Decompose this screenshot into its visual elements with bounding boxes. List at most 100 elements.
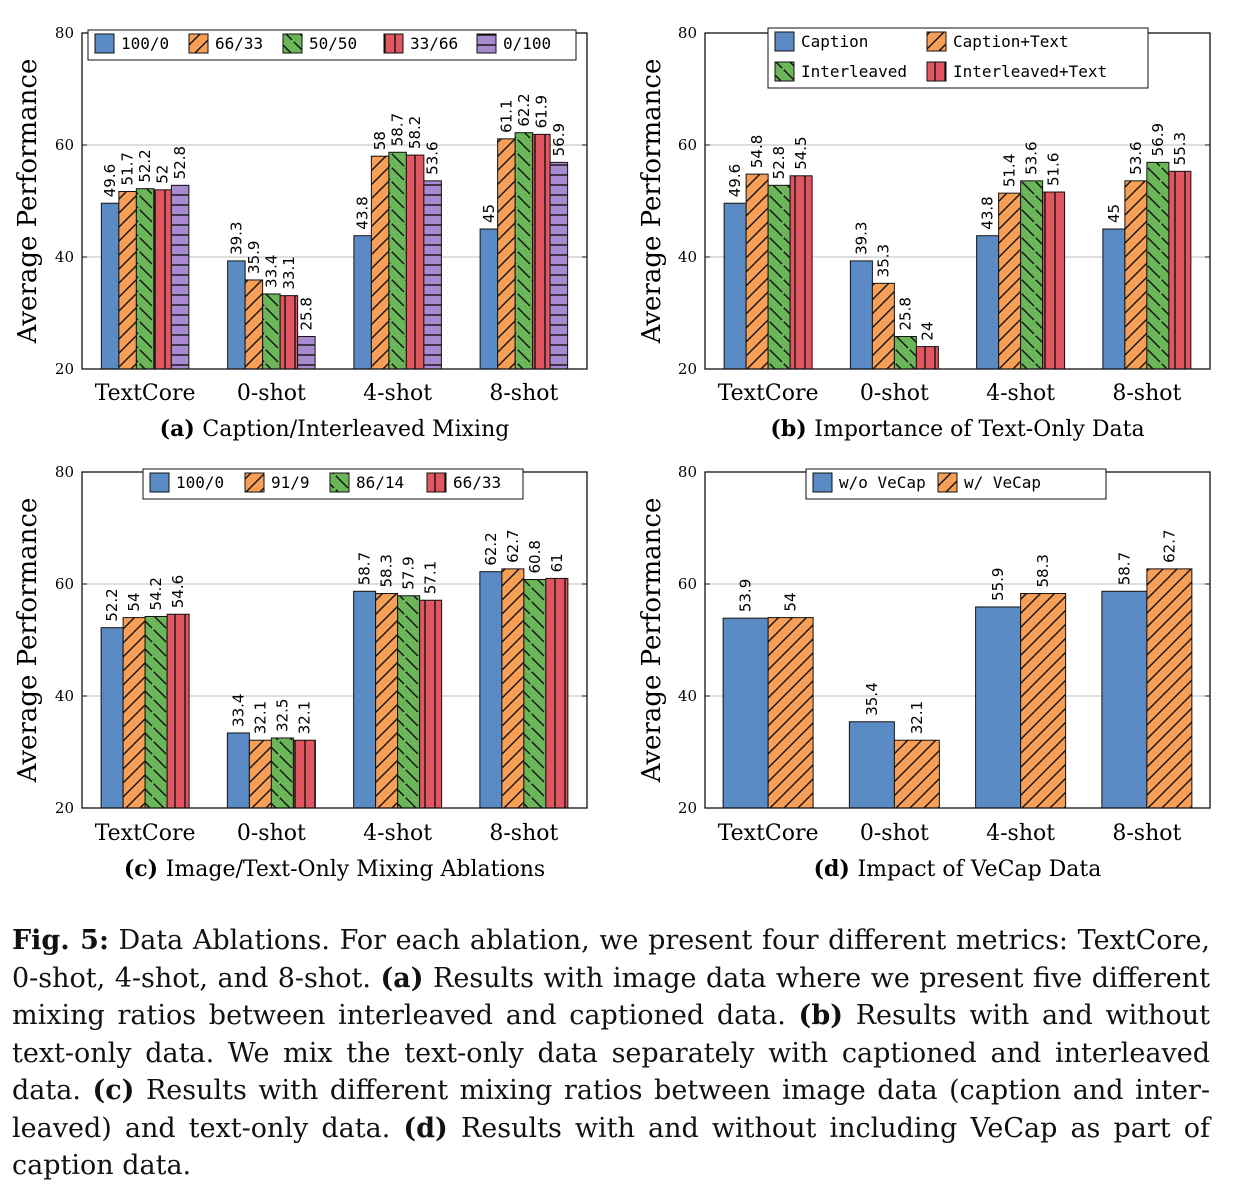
- data-label: 25.8: [896, 297, 914, 330]
- bar-86-14-0-shot: [270, 737, 294, 809]
- bar-0-100-textcore: [170, 184, 190, 370]
- bar-100-0-0-shot: [227, 260, 246, 370]
- legend-label: 91/9: [271, 473, 310, 492]
- bar-caption-textcore: [723, 202, 747, 370]
- data-label: 24: [918, 322, 936, 341]
- bar-100-0-8-shot: [479, 571, 503, 809]
- bar-66-33-8-shot: [497, 138, 516, 370]
- data-label: 53.6: [1127, 141, 1145, 174]
- x-tick-label: 0-shot: [860, 381, 929, 406]
- bar-50-50-textcore: [135, 188, 155, 370]
- bar-66-33-textcore: [118, 190, 137, 370]
- y-axis-label: Average Performance: [637, 498, 667, 784]
- data-label: 52.2: [136, 149, 154, 182]
- caption-c-label: (c): [92, 1075, 135, 1106]
- bar-100-0-textcore: [100, 202, 120, 370]
- bar-0-100-0-shot: [297, 336, 316, 370]
- x-tick-label: TextCore: [95, 821, 196, 846]
- caption-d-label: (d): [403, 1112, 448, 1144]
- data-label: 52.2: [103, 588, 121, 621]
- y-tick-label: 80: [55, 24, 74, 42]
- bar-91-9-0-shot: [248, 739, 272, 809]
- data-label: 54.6: [169, 575, 187, 608]
- data-label: 58.3: [378, 554, 396, 587]
- legend-label: 33/66: [410, 34, 458, 53]
- bar-100-0-8-shot: [479, 228, 499, 370]
- bar-50-50-4-shot: [388, 151, 407, 370]
- bar-w-vecap-textcore: [767, 617, 814, 809]
- legend-label: 66/33: [215, 34, 263, 53]
- data-label: 52.8: [171, 146, 189, 179]
- data-label: 33.4: [262, 255, 280, 288]
- data-label: 51.7: [119, 152, 137, 185]
- data-label: 54.2: [147, 577, 165, 610]
- bar-caption-4-shot: [976, 235, 1000, 370]
- bar-caption-text-textcore: [745, 173, 769, 370]
- legend: 100/0 91/9 86/14 66/33: [142, 468, 524, 500]
- data-label: 52.8: [770, 146, 788, 179]
- x-tick-label: 4-shot: [363, 381, 432, 406]
- y-axis-label: Average Performance: [637, 59, 667, 345]
- data-label: 32.1: [251, 701, 269, 734]
- bar-50-50-8-shot: [514, 132, 534, 370]
- y-tick-label: 40: [678, 248, 697, 266]
- data-label: 58: [371, 131, 389, 150]
- y-tick-label: 60: [678, 575, 697, 593]
- legend-swatch: [774, 61, 795, 82]
- data-label: 56.9: [1149, 123, 1167, 156]
- data-label: 45: [480, 204, 498, 223]
- x-tick-label: 8-shot: [1112, 821, 1181, 846]
- bar-w-o-vecap-textcore: [722, 617, 769, 809]
- data-label: 54.8: [748, 135, 766, 168]
- x-tick-label: 4-shot: [986, 381, 1055, 406]
- legend-label: Interleaved+Text: [953, 62, 1107, 81]
- chart-panel-1: 20 40 60 80 49.654.8 52.8 54.5 TextCore 39.335.3…: [637, 24, 1211, 442]
- caption-text-intro: Data Ablations. For each ablation, we pr…: [12, 925, 1211, 994]
- data-label: 51.4: [1001, 154, 1019, 187]
- bar-w-o-vecap-4-shot: [975, 606, 1022, 809]
- legend-swatch: [476, 33, 497, 54]
- bar-91-9-4-shot: [375, 593, 399, 809]
- bar-100-0-4-shot: [353, 235, 372, 370]
- bar-w-vecap-4-shot: [1020, 593, 1067, 809]
- bar-33-66-textcore: [153, 189, 172, 370]
- y-tick-label: 40: [55, 687, 74, 705]
- data-label: 58.7: [356, 552, 374, 585]
- legend-swatch: [244, 472, 265, 493]
- bar-66-33-textcore: [166, 613, 190, 809]
- data-label: 54: [782, 593, 800, 612]
- y-tick-label: 60: [55, 575, 74, 593]
- chart-panel-0: 20 40 60 80 49.6 51.7 52.2 52 52.8 TextCore 39.335…: [13, 24, 588, 442]
- bar-66-33-8-shot: [545, 577, 569, 809]
- data-label: 57.9: [400, 556, 418, 589]
- legend-swatch: [94, 33, 115, 54]
- x-tick-label: 8-shot: [489, 821, 558, 846]
- legend-label: 66/33: [453, 473, 501, 492]
- data-label: 60.8: [526, 540, 544, 573]
- subfigure-caption: (c) Image/Text-Only Mixing Ablations: [124, 856, 545, 882]
- data-label: 25.8: [297, 297, 315, 330]
- data-label: 55.3: [1171, 132, 1189, 165]
- bar-0-100-8-shot: [549, 161, 569, 370]
- bar-interleaved-0-shot: [893, 336, 917, 370]
- bar-66-33-4-shot: [370, 155, 390, 370]
- caption-text-d: Results with and without including VeCap…: [12, 1112, 1210, 1182]
- bar-33-66-8-shot: [532, 133, 551, 370]
- legend-swatch: [383, 33, 404, 54]
- legend-swatch: [812, 472, 833, 493]
- x-tick-label: TextCore: [718, 821, 819, 846]
- bar-w-o-vecap-8-shot: [1101, 590, 1148, 809]
- bar-caption-text-0-shot: [871, 282, 895, 370]
- bar-interleaved-text-0-shot: [915, 346, 939, 370]
- bar-interleaved-text-textcore: [789, 175, 813, 370]
- x-tick-label: 4-shot: [986, 821, 1055, 846]
- y-axis-label: Average Performance: [13, 498, 43, 784]
- legend-label: 86/14: [356, 473, 404, 492]
- data-label: 43.8: [354, 196, 372, 229]
- figure-caption: Fig. 5: Data Ablations. For each ablatio…: [12, 922, 1210, 1185]
- data-label: 62.7: [504, 529, 522, 562]
- y-axis-label: Average Performance: [13, 59, 43, 345]
- x-tick-label: 0-shot: [237, 821, 306, 846]
- bar-0-100-4-shot: [423, 180, 442, 370]
